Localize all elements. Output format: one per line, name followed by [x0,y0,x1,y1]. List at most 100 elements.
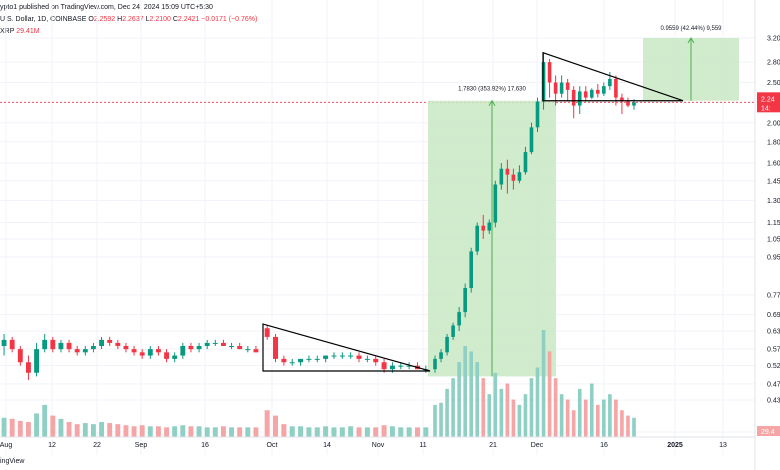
volume-bar [196,426,202,437]
volume-bar [364,427,370,437]
time-axis[interactable]: Aug 12 22 Sep 16 Oct 14 Nov 11 21 Dec 16 2025 13 [0,436,755,449]
candle-body [74,349,80,353]
close-value: 2.2421 [177,16,200,23]
volume-bar [381,425,387,437]
volume-bar [620,410,624,437]
volume-bar [26,422,31,437]
candle-body [463,287,467,313]
x-tick-label: 11 [419,442,426,449]
x-tick-label: Aug [0,442,12,449]
volume-bar [475,362,480,437]
candle-body [339,355,345,357]
x-tick-label: 14 [323,442,331,449]
price-tag-sub: 14: [761,105,771,112]
candle-body [331,355,337,357]
y-tick-label: 3.20 [767,36,780,43]
tradingview-footer: ingView [0,458,25,465]
candle-body [626,101,630,106]
candle-body [180,345,186,356]
volume-bar [505,383,510,437]
volume-bar [481,378,486,437]
volume-bar [91,424,96,437]
candle-body [115,342,121,346]
volume-bar [253,427,259,437]
candle-body [439,352,443,359]
volume-bar [264,410,270,437]
y-tick-label: 2.80 [767,60,780,67]
triangle-patterns [262,51,684,372]
volume-tag [757,426,780,436]
grid [0,0,755,455]
volume-bar [229,427,234,437]
candle-body [26,362,31,373]
volume-bar [139,425,145,437]
candle-body [433,358,437,370]
triangle-pattern-2 [542,51,684,102]
candle-body [381,362,387,370]
y-tick-label: 0.52 [767,363,780,370]
candle-body [364,358,370,360]
candle-body [356,355,362,359]
candle-body [221,342,226,346]
y-tick-label: 1.30 [767,198,780,205]
publish-info: ypto1 published on TradingView.com, Dec … [0,4,213,11]
candle-body [156,349,161,353]
volume-bar [583,399,588,437]
candle-body [245,349,251,351]
price-axis[interactable]: 3.20 2.80 2.50 2.00 1.80 1.60 1.45 1.30 1.15 1.05… [754,0,780,470]
volume-bar [626,415,630,437]
volume-bar [487,394,492,437]
volume-bar [535,367,540,437]
volume-bar [107,423,113,437]
candle-body [499,168,504,185]
candle-body [547,62,552,83]
symbol-ohlc-line: U.S. Dollar, 1D, COINBASE O2.2592 H2.263… [0,16,257,23]
volume-bar [66,422,72,437]
candle-body [42,339,48,350]
low-label: L [145,16,150,23]
candle-body [523,152,528,173]
volume-bar [414,427,420,437]
volume-bar [596,404,600,437]
candle-body [314,358,320,360]
volume-bar [99,422,104,437]
candle-body [596,89,600,94]
volume-bar [281,424,287,437]
x-tick-label: Dec [531,442,544,449]
candle-body [188,345,194,350]
volume-bar [517,404,522,437]
candle-body [481,225,486,231]
volume-bar [511,399,516,437]
candle-body [373,358,379,363]
volume-bar [17,420,23,437]
volume-bar [451,378,455,437]
open-label: O [88,16,94,23]
volume-label: XRP [0,28,15,35]
volume-bar [298,426,304,437]
volume-bar [571,410,576,437]
candle-body [58,342,64,350]
y-tick-label: 0.95 [767,255,780,262]
volume-bar [42,404,48,437]
y-tick-label: 0.69 [767,312,780,319]
candle-body [511,174,516,181]
volume-bar [406,427,412,437]
volume-bar [389,426,395,437]
x-tick-label: 2025 [667,442,683,449]
volume-bar [493,372,498,437]
candle-body [348,355,354,357]
volume-bar [74,424,80,437]
volume-bar [565,399,570,437]
candle-body [172,355,178,359]
volume-bars [1,330,636,437]
volume-bar [423,427,429,437]
volume-bar [147,426,153,437]
candle-body [493,184,498,223]
volume-bar [221,426,226,437]
measure-boxes: 1.7830 (353.92%) 17,630 0.9559 (42.44%) 9… [428,26,739,377]
candle-body [608,78,612,87]
volume-bar [339,427,345,437]
candle-body [583,91,588,98]
volume-bar [457,362,461,437]
